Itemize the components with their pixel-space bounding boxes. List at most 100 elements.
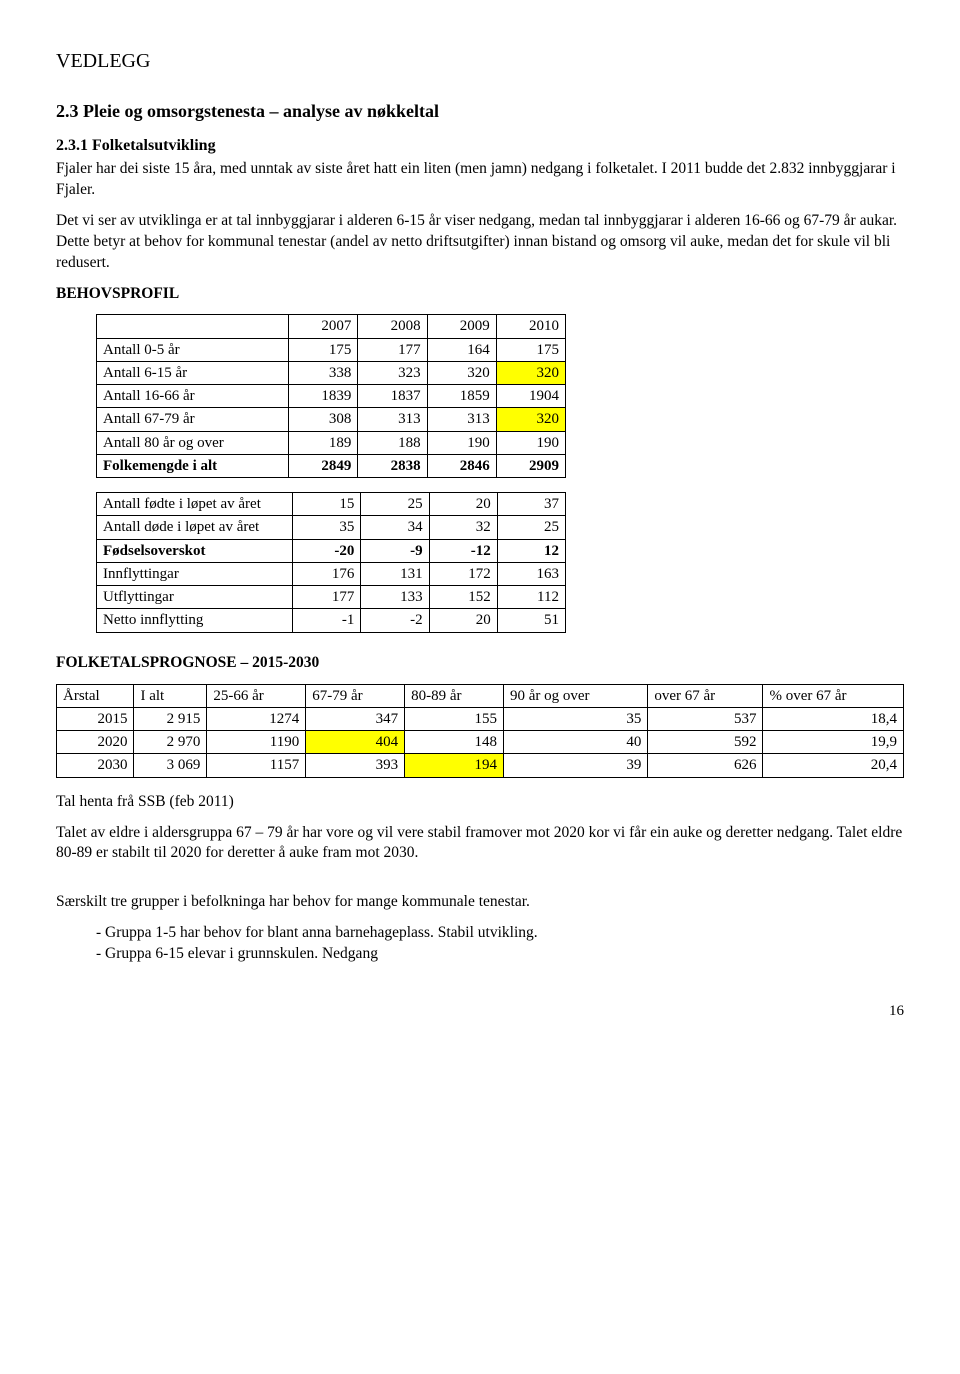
table-row: Antall døde i løpet av året 35 34 32 25 <box>97 516 566 539</box>
cell: 1157 <box>207 754 306 777</box>
cell: 1274 <box>207 707 306 730</box>
vedlegg-header: VEDLEGG <box>56 48 904 75</box>
cell: 177 <box>293 586 361 609</box>
cell: 172 <box>429 562 497 585</box>
table-row: 2030 3 069 1157 393 194 39 626 20,4 <box>57 754 904 777</box>
cell-highlighted: 320 <box>496 408 565 431</box>
year-header: 2007 <box>289 315 358 338</box>
cell: 34 <box>361 516 429 539</box>
cell: 2849 <box>289 454 358 477</box>
cell: 19,9 <box>763 731 904 754</box>
cell: 18,4 <box>763 707 904 730</box>
cell: 2015 <box>57 707 134 730</box>
col-header: I alt <box>134 684 207 707</box>
cell: 176 <box>293 562 361 585</box>
cell: 323 <box>358 361 427 384</box>
cell: 2020 <box>57 731 134 754</box>
cell: 2 915 <box>134 707 207 730</box>
cell: 3 069 <box>134 754 207 777</box>
table-row: Antall 67-79 år 308 313 313 320 <box>97 408 566 431</box>
table-row: Antall 0-5 år 175 177 164 175 <box>97 338 566 361</box>
prognose-table: Årstal I alt 25-66 år 67-79 år 80-89 år … <box>56 684 904 778</box>
cell: 313 <box>358 408 427 431</box>
cell: 20,4 <box>763 754 904 777</box>
page-number: 16 <box>56 1001 904 1021</box>
table-row: Utflyttingar 177 133 152 112 <box>97 586 566 609</box>
cell: 163 <box>497 562 565 585</box>
row-label: Netto innflytting <box>97 609 293 632</box>
row-label: Antall døde i løpet av året <box>97 516 293 539</box>
cell: 338 <box>289 361 358 384</box>
prognose-title: FOLKETALSPROGNOSE – 2015-2030 <box>56 653 904 674</box>
row-label: Antall fødte i løpet av året <box>97 493 293 516</box>
table-row: Antall 80 år og over 189 188 190 190 <box>97 431 566 454</box>
col-header: 25-66 år <box>207 684 306 707</box>
cell: 1904 <box>496 385 565 408</box>
cell: 189 <box>289 431 358 454</box>
col-header: 90 år og over <box>504 684 648 707</box>
cell: 177 <box>358 338 427 361</box>
row-label: Antall 6-15 år <box>97 361 289 384</box>
cell: 15 <box>293 493 361 516</box>
cell-highlighted: 404 <box>306 731 405 754</box>
cell: 37 <box>497 493 565 516</box>
grupper-paragraph: Særskilt tre grupper i befolkninga har b… <box>56 892 904 913</box>
col-header: over 67 år <box>648 684 763 707</box>
cell: 20 <box>429 493 497 516</box>
cell: 131 <box>361 562 429 585</box>
table-header-row: Årstal I alt 25-66 år 67-79 år 80-89 år … <box>57 684 904 707</box>
cell: 347 <box>306 707 405 730</box>
ssb-note: Tal henta frå SSB (feb 2011) <box>56 792 904 813</box>
cell: 2838 <box>358 454 427 477</box>
table-row: Antall 16-66 år 1839 1837 1859 1904 <box>97 385 566 408</box>
cell: 626 <box>648 754 763 777</box>
col-header: % over 67 år <box>763 684 904 707</box>
row-label: Folkemengde i alt <box>97 454 289 477</box>
cell: 35 <box>504 707 648 730</box>
table-row: 2015 2 915 1274 347 155 35 537 18,4 <box>57 707 904 730</box>
cell: 39 <box>504 754 648 777</box>
table-header-row: 2007 2008 2009 2010 <box>97 315 566 338</box>
behovsprofil-table: 2007 2008 2009 2010 Antall 0-5 år 175 17… <box>96 314 566 478</box>
cell: -12 <box>429 539 497 562</box>
cell: 2846 <box>427 454 496 477</box>
cell: 1837 <box>358 385 427 408</box>
bullet-list: Gruppa 1-5 har behov for blant anna barn… <box>56 923 904 965</box>
cell-highlighted: 320 <box>496 361 565 384</box>
cell: 40 <box>504 731 648 754</box>
empty-cell <box>97 315 289 338</box>
cell: 35 <box>293 516 361 539</box>
cell: 1859 <box>427 385 496 408</box>
cell: 20 <box>429 609 497 632</box>
cell-highlighted: 194 <box>405 754 504 777</box>
table-row-total: Fødselsoverskot -20 -9 -12 12 <box>97 539 566 562</box>
cell: 188 <box>358 431 427 454</box>
cell: 164 <box>427 338 496 361</box>
list-item: Gruppa 1-5 har behov for blant anna barn… <box>96 923 904 944</box>
row-label: Antall 67-79 år <box>97 408 289 431</box>
cell: 2909 <box>496 454 565 477</box>
cell: 320 <box>427 361 496 384</box>
cell: 32 <box>429 516 497 539</box>
cell: 155 <box>405 707 504 730</box>
cell: 190 <box>496 431 565 454</box>
eldre-paragraph: Talet av eldre i aldersgruppa 67 – 79 år… <box>56 823 904 865</box>
col-header: Årstal <box>57 684 134 707</box>
year-header: 2008 <box>358 315 427 338</box>
table-row: Antall fødte i løpet av året 15 25 20 37 <box>97 493 566 516</box>
cell: -2 <box>361 609 429 632</box>
demographics-table: Antall fødte i løpet av året 15 25 20 37… <box>96 492 566 633</box>
cell: -9 <box>361 539 429 562</box>
cell: 175 <box>496 338 565 361</box>
year-header: 2009 <box>427 315 496 338</box>
cell: 2030 <box>57 754 134 777</box>
cell: 51 <box>497 609 565 632</box>
cell: 1190 <box>207 731 306 754</box>
table-row: 2020 2 970 1190 404 148 40 592 19,9 <box>57 731 904 754</box>
row-label: Innflyttingar <box>97 562 293 585</box>
cell: 537 <box>648 707 763 730</box>
cell: 112 <box>497 586 565 609</box>
cell: 313 <box>427 408 496 431</box>
cell: 25 <box>497 516 565 539</box>
year-header: 2010 <box>496 315 565 338</box>
